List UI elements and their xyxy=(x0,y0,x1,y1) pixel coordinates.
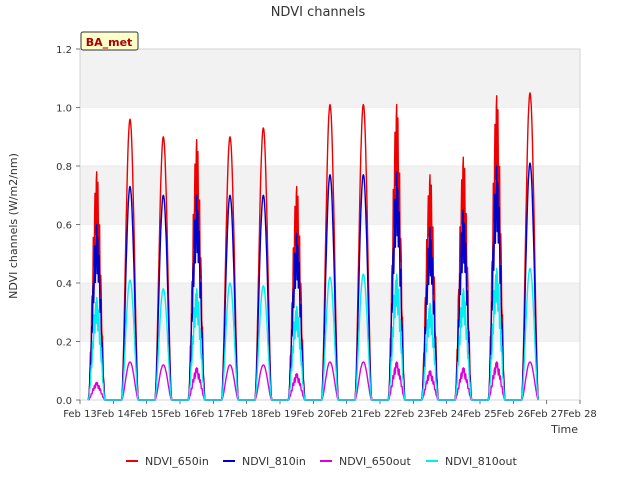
legend-label: NDVI_650out xyxy=(339,455,411,468)
site-label: BA_met xyxy=(86,36,133,49)
x-tick-label: Feb 19 xyxy=(263,409,297,420)
x-tick-label: Feb 13 xyxy=(63,409,97,420)
x-tick-label: Feb 24 xyxy=(430,409,464,420)
x-tick-label: Feb 22 xyxy=(363,409,397,420)
x-tick-label: Feb 26 xyxy=(497,409,531,420)
site-label-badge: BA_met xyxy=(80,31,139,51)
series-line-ndvi-810out xyxy=(87,267,539,401)
x-tick-label: Feb 18 xyxy=(230,409,264,420)
y-tick-label: 0.8 xyxy=(56,162,72,173)
y-tick-label: 0.6 xyxy=(56,221,72,232)
x-tick-label: Feb 17 xyxy=(197,409,231,420)
y-axis-label: NDVI channels (W/m2/nm) xyxy=(7,153,20,299)
x-tick-label: Feb 20 xyxy=(297,409,331,420)
legend-label: NDVI_810in xyxy=(242,455,306,468)
series-layer xyxy=(87,92,539,401)
x-tick-label: Feb 25 xyxy=(463,409,497,420)
y-tick-label: 0.0 xyxy=(56,396,72,407)
y-tick-label: 0.4 xyxy=(56,279,72,290)
chart-title: NDVI channels xyxy=(271,5,366,20)
x-tick-label: Feb 14 xyxy=(97,409,131,420)
site-label-box xyxy=(80,31,139,51)
y-tick-label: 1.0 xyxy=(56,104,72,115)
grid-band xyxy=(80,49,580,108)
x-tick-label: Feb 21 xyxy=(330,409,364,420)
y-tick-label: 0.2 xyxy=(56,338,72,349)
y-axis: 0.0 0.2 0.4 0.6 0.8 1.0 1.2 xyxy=(56,45,80,407)
x-tick-label: Feb 27 xyxy=(530,409,564,420)
legend-label: NDVI_810out xyxy=(445,455,517,468)
y-tick-label: 1.2 xyxy=(56,45,72,56)
x-axis: Feb 13 Feb 14 Feb 15 Feb 16 Feb 17 Feb 18 Feb … xyxy=(63,400,597,420)
grid-band xyxy=(80,283,580,342)
x-tick-label: Feb 23 xyxy=(397,409,431,420)
x-tick-label: Feb 28 xyxy=(563,409,597,420)
legend: NDVI_650in NDVI_810in NDVI_650out NDVI_810o… xyxy=(126,455,517,468)
grid-bands xyxy=(79,48,581,401)
legend-label: NDVI_650in xyxy=(145,455,209,468)
x-tick-label: Feb 15 xyxy=(130,409,164,420)
x-axis-label: Time xyxy=(550,423,578,436)
x-tick-label: Feb 16 xyxy=(163,409,197,420)
